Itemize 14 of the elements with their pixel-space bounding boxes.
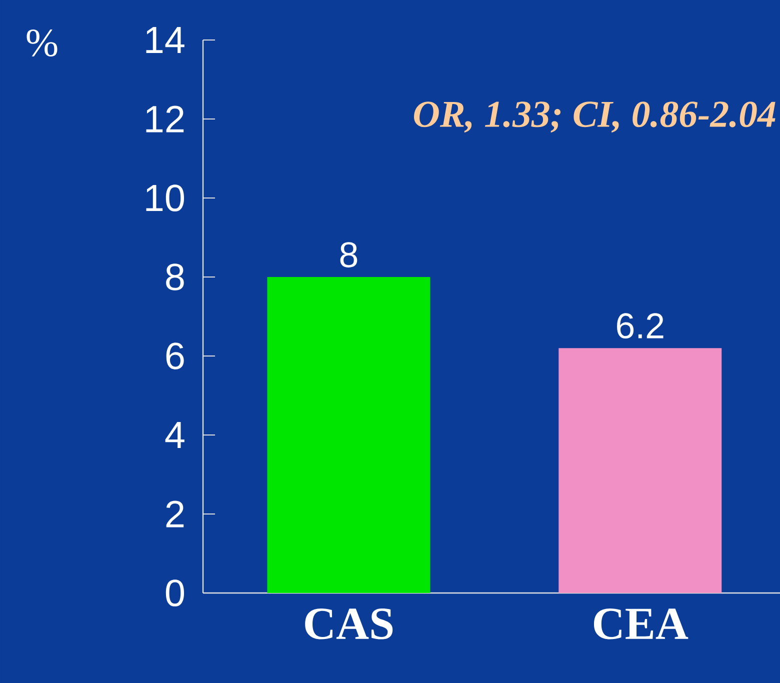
y-tick-label: 6 bbox=[166, 342, 184, 370]
data-label: 6.2 bbox=[617, 313, 664, 339]
data-label: 8 bbox=[340, 242, 358, 268]
y-tick-label: 8 bbox=[166, 264, 184, 290]
y-axis-title: % bbox=[26, 29, 58, 57]
y-tick-label: 10 bbox=[146, 184, 184, 212]
y-tick-label: 14 bbox=[146, 26, 184, 54]
y-tick-label: 12 bbox=[146, 106, 184, 132]
x-tick-label: CAS bbox=[305, 608, 393, 640]
y-tick-label: 0 bbox=[166, 580, 184, 606]
x-tick-label: CEA bbox=[594, 608, 688, 640]
annotation: OR, 1.33; CI, 0.86-2.04 bbox=[414, 102, 776, 133]
y-tick-label: 2 bbox=[166, 500, 184, 528]
y-tick-label: 4 bbox=[165, 422, 184, 448]
